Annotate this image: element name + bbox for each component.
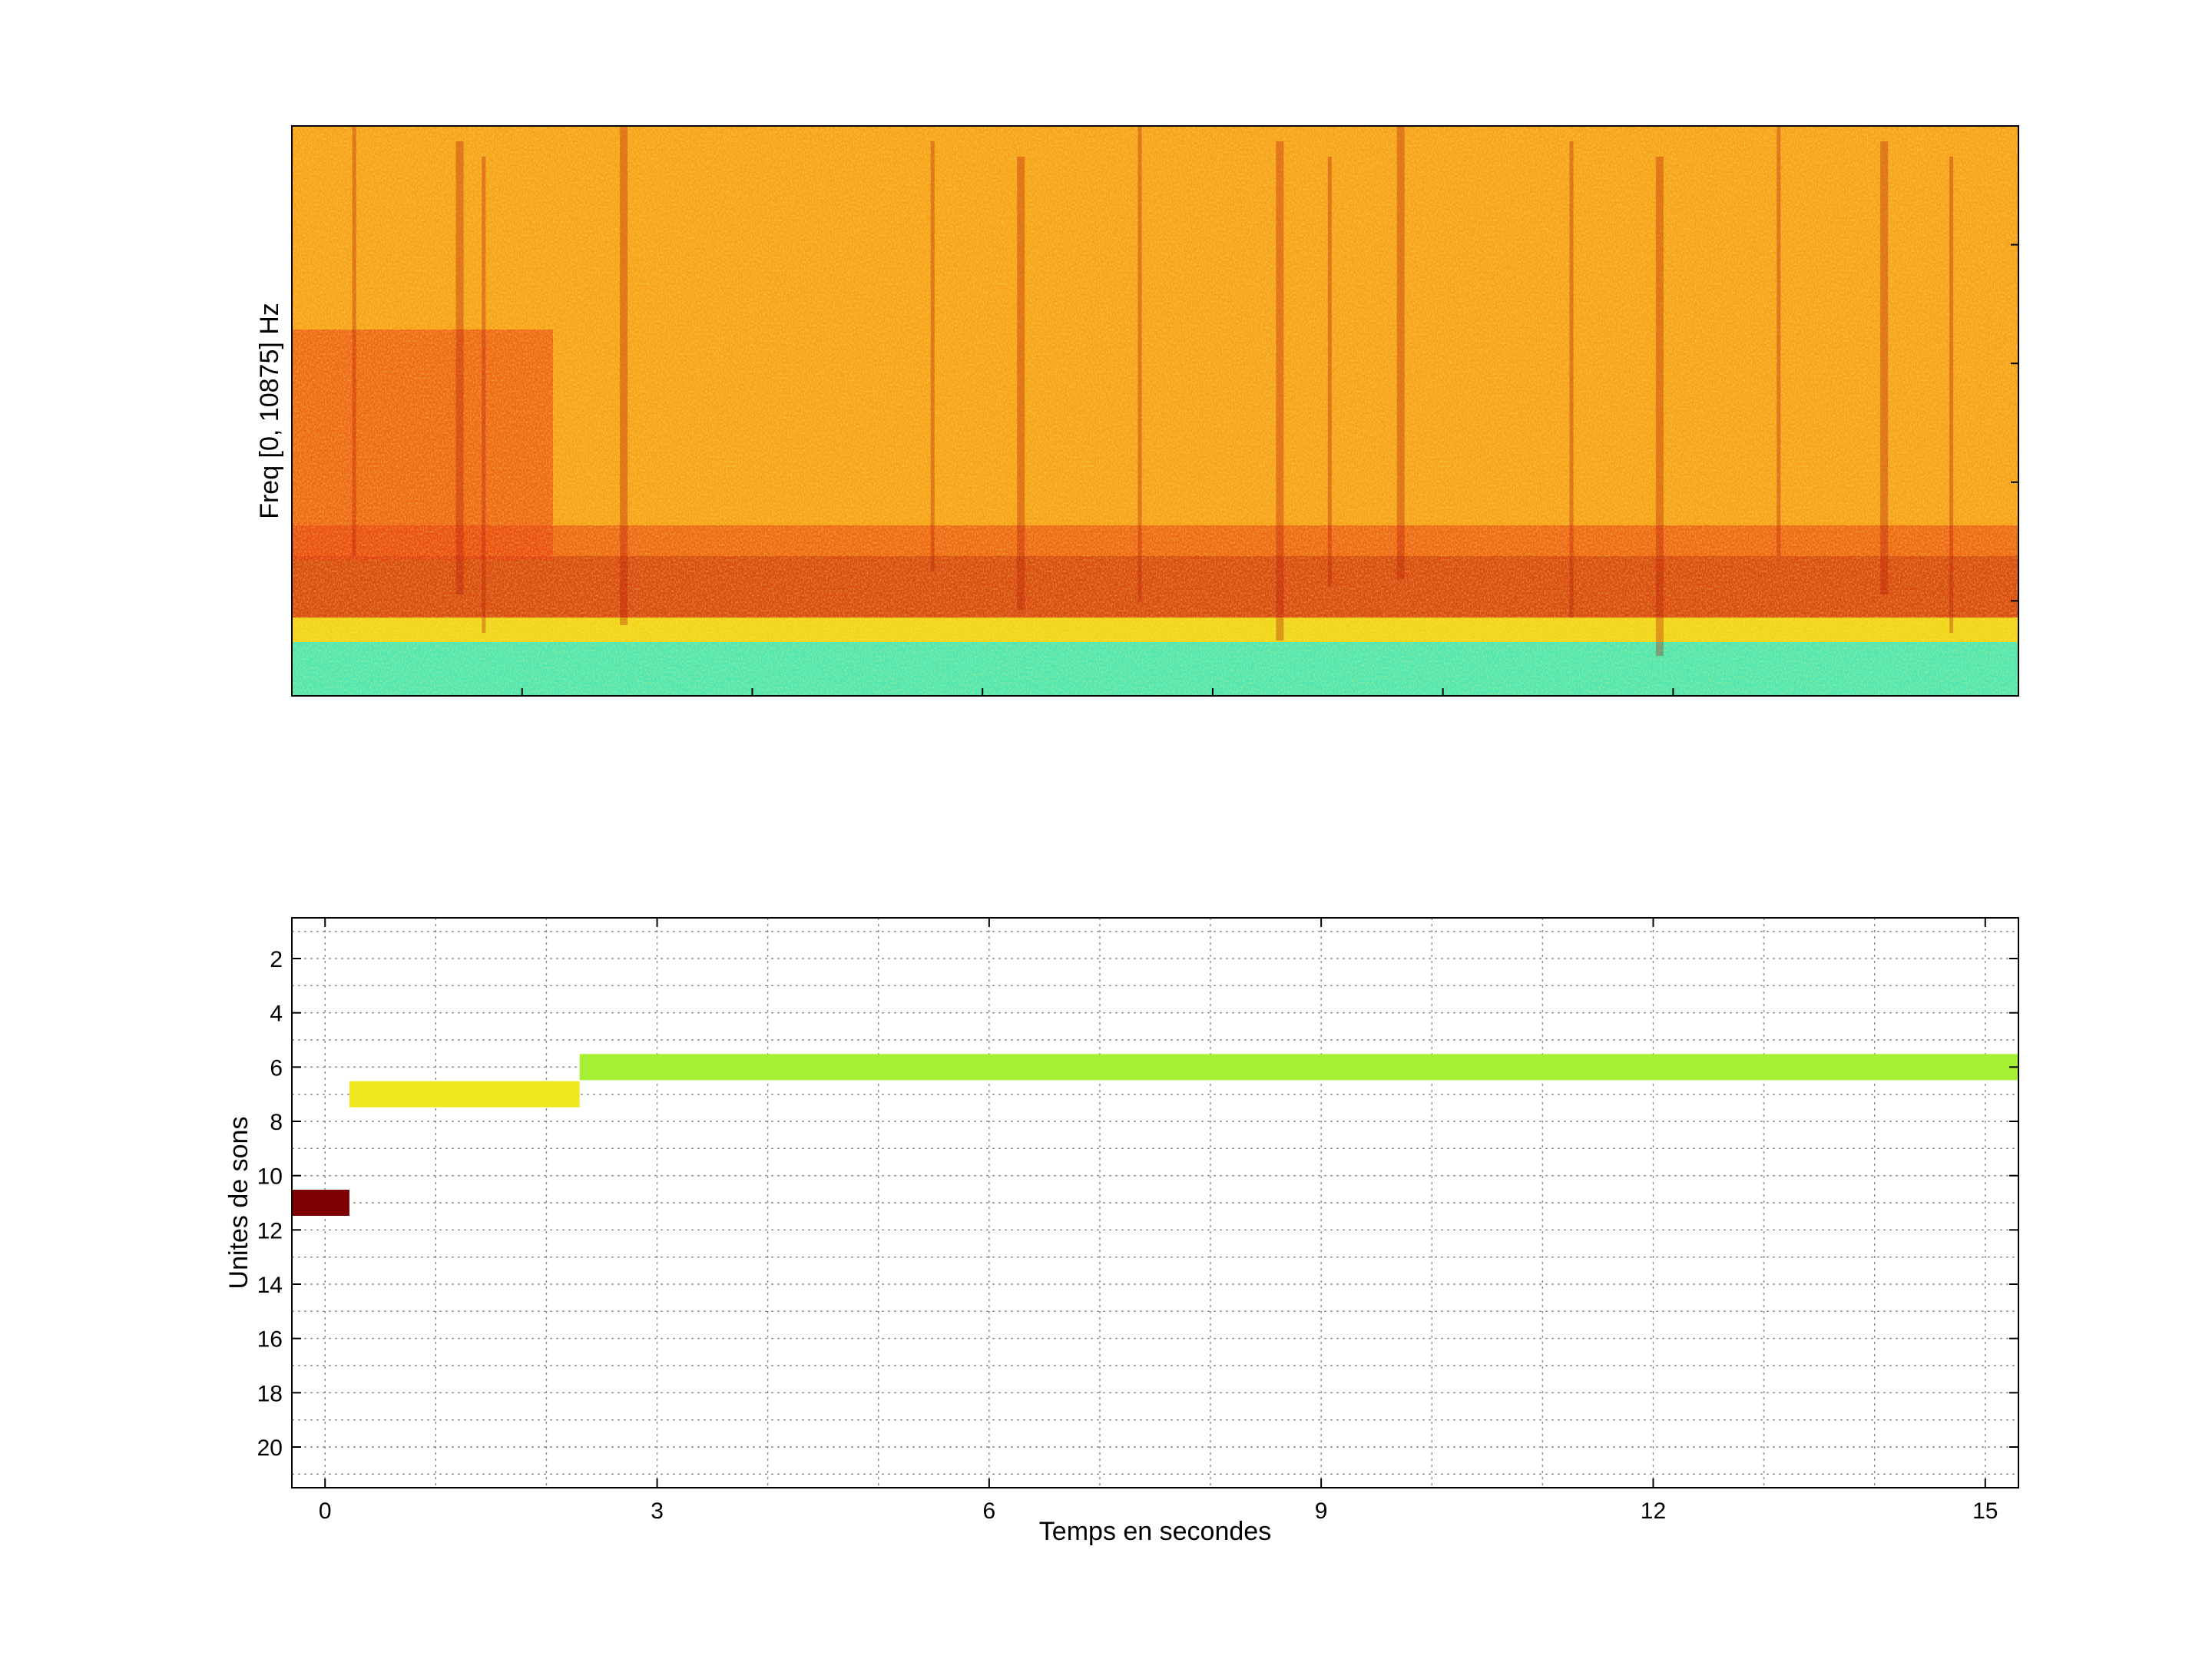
spectrogram-streak [1396,126,1405,579]
spectrogram-streak [455,141,464,594]
units-y-tick-label: 2 [270,947,283,972]
spectrogram-streak [930,141,935,571]
units-y-tick-label: 12 [257,1218,283,1243]
spectrogram-streak [620,126,628,625]
spectrogram-speckle [292,126,2018,696]
spectrogram-streak [352,126,356,556]
units-y-label: Unites de sons [224,1117,253,1290]
units-x-tick-label: 6 [983,1498,996,1524]
spectrogram-streak [1137,126,1142,602]
units-y-tick-label: 6 [270,1055,283,1081]
unit-segment [292,1190,349,1216]
spectrogram-streak [1017,157,1025,610]
units-segments [292,1054,2018,1216]
units-x-tick-label: 3 [651,1498,664,1524]
units-y-tick-label: 10 [257,1164,283,1190]
spectrogram-image [292,126,2018,696]
unit-segment [579,1054,2018,1081]
spectrogram-streak [1880,141,1889,594]
spectrogram-streak [1276,141,1284,641]
units-y-tick-label: 8 [270,1110,283,1135]
spectrogram-streak [1655,157,1664,656]
unit-segment [349,1081,580,1108]
units-x-tick-label: 15 [1972,1498,1998,1524]
units-y-tick-label: 4 [270,1002,283,1027]
spectrogram-panel: Freq [0, 10875] Hz [255,125,2019,697]
spectrogram-axes-box [291,125,2019,697]
spectrogram-streak [482,157,486,633]
spectrogram-y-label: Freq [0, 10875] Hz [255,303,284,519]
units-axes-box [291,917,2019,1488]
units-panel: 0 3 6 9 12 15 2 4 6 8 10 12 14 16 18 20 Temps en second… [224,917,2019,1546]
units-x-tick-label: 0 [319,1498,332,1524]
spectrogram-streak [1777,126,1781,556]
units-y-tick-label: 20 [257,1435,283,1461]
units-y-tick-label: 18 [257,1381,283,1406]
units-grid [292,918,2018,1488]
spectrogram-streak [1327,157,1332,587]
units-y-tick-label: 14 [257,1273,283,1298]
units-x-tick-label: 12 [1641,1498,1666,1524]
spectrogram-streak [1569,141,1574,618]
spectrogram-streaks [352,126,1954,656]
units-x-tick-label: 9 [1315,1498,1328,1524]
spectrogram-ticks [521,243,2018,696]
units-x-label: Temps en secondes [1039,1517,1271,1546]
spectrogram-streak [1949,157,1954,633]
units-ticks: 0 3 6 9 12 15 2 4 6 8 10 12 14 16 18 20 [257,918,2018,1524]
units-y-tick-label: 16 [257,1327,283,1353]
